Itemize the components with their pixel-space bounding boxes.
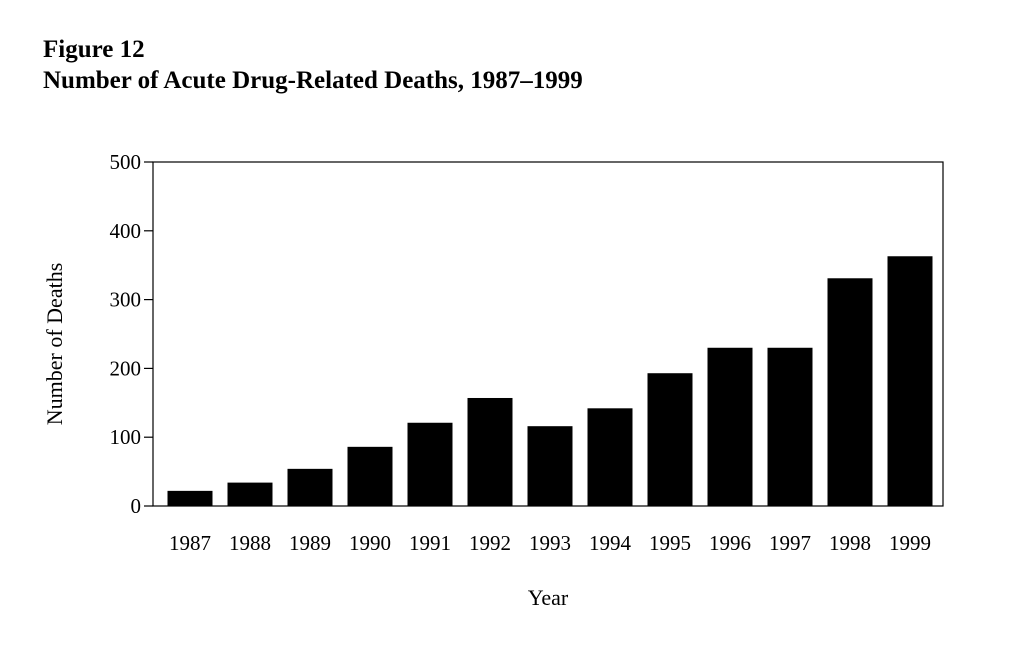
x-tick-label: 1995 xyxy=(649,531,691,555)
y-axis: 0 100 200 300 400 500 xyxy=(110,150,153,518)
x-tick-label: 1993 xyxy=(529,531,571,555)
x-axis: 1987 1988 1989 1990 1991 1992 1993 1994 1995 1996… xyxy=(169,531,931,555)
figure-heading: Figure 12 Number of Acute Drug-Related D… xyxy=(43,34,583,96)
bar-1990 xyxy=(347,446,393,506)
bar-1988 xyxy=(227,482,273,506)
x-tick-label: 1990 xyxy=(349,531,391,555)
x-tick-label: 1996 xyxy=(709,531,751,555)
bar-1996 xyxy=(707,347,753,506)
y-tick-label: 0 xyxy=(131,494,142,518)
plot-frame xyxy=(152,161,944,507)
figure-number: Figure 12 xyxy=(43,36,145,63)
bar-1999 xyxy=(887,256,933,506)
bar-group xyxy=(167,256,933,506)
y-tick-label: 300 xyxy=(110,288,142,312)
bar-1994 xyxy=(587,408,633,506)
bar-1993 xyxy=(527,426,573,506)
y-tick-label: 200 xyxy=(110,356,142,380)
bar-1998 xyxy=(827,278,873,506)
y-tick-label: 400 xyxy=(110,219,142,243)
bar-1987 xyxy=(167,490,213,506)
x-tick-label: 1999 xyxy=(889,531,931,555)
x-tick-label: 1987 xyxy=(169,531,211,555)
y-axis-label: Number of Deaths xyxy=(42,263,67,426)
bar-1991 xyxy=(407,422,453,506)
x-tick-label: 1989 xyxy=(289,531,331,555)
x-tick-label: 1994 xyxy=(589,531,632,555)
x-tick-label: 1992 xyxy=(469,531,511,555)
bar-1995 xyxy=(647,373,693,506)
y-tick-label: 100 xyxy=(110,425,142,449)
chart-title: Number of Acute Drug-Related Deaths, 198… xyxy=(43,67,583,94)
x-tick-label: 1991 xyxy=(409,531,451,555)
bar-1992 xyxy=(467,397,513,506)
bar-1989 xyxy=(287,468,333,506)
x-tick-label: 1988 xyxy=(229,531,271,555)
x-axis-label: Year xyxy=(528,585,569,610)
y-tick-label: 500 xyxy=(110,150,142,174)
x-tick-label: 1997 xyxy=(769,531,811,555)
bar-1997 xyxy=(767,347,813,506)
x-tick-label: 1998 xyxy=(829,531,871,555)
